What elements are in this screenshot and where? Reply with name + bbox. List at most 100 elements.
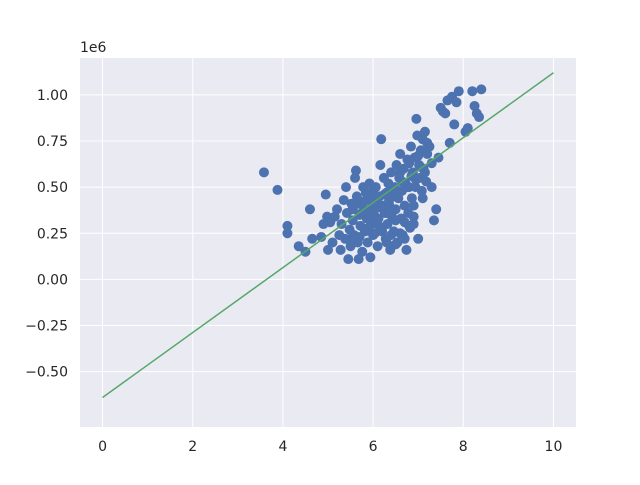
x-tick-label: 4 [278, 439, 287, 455]
scatter-point [343, 254, 354, 265]
scatter-point [382, 219, 393, 230]
scatter-point [353, 254, 364, 265]
scatter-point [341, 182, 352, 193]
grid [80, 58, 576, 427]
scatter-point [451, 97, 462, 108]
scatter-point [392, 187, 403, 198]
scatter-point [323, 244, 333, 255]
y-axis: −0.50 −0.25 0.00 0.25 0.50 0.75 1.00 [25, 88, 68, 381]
scatter-point [320, 189, 331, 200]
scatter-point [426, 182, 437, 193]
scatter-point [376, 134, 387, 145]
scatter-point [350, 172, 361, 183]
scatter-point [474, 112, 485, 123]
scatter-point [390, 239, 401, 250]
y-offset-label: 1e6 [80, 40, 107, 56]
scatter-point [408, 200, 419, 211]
x-tick-label: 8 [459, 439, 468, 455]
scatter-point [370, 193, 381, 204]
scatter-point [413, 233, 424, 244]
scatter-point [335, 244, 346, 255]
scatter-point [363, 222, 374, 233]
scatter-point [449, 119, 460, 130]
x-tick-label: 6 [369, 439, 378, 455]
scatter-point [374, 202, 385, 213]
scatter-point [401, 244, 412, 255]
y-tick-label: 0.00 [37, 272, 68, 288]
scatter-point [345, 233, 356, 244]
y-tick-label: 0.25 [37, 226, 68, 242]
scatter-point [377, 226, 388, 237]
x-axis: 0 2 4 6 8 10 [98, 439, 562, 455]
scatter-point [395, 167, 406, 178]
scatter-point [408, 211, 419, 222]
scatter-point [416, 185, 427, 196]
scatter-point [401, 182, 412, 193]
scatter-point [258, 167, 269, 178]
y-tick-label: 0.50 [37, 180, 68, 196]
scatter-point [361, 195, 372, 206]
scatter-point [347, 215, 358, 226]
scatter-point [381, 207, 392, 218]
scatter-point [372, 219, 383, 230]
scatter-point [356, 207, 367, 218]
scatter-point [357, 246, 368, 257]
scatter-point [381, 237, 392, 248]
scatter-point [282, 228, 293, 239]
scatter-point [444, 137, 455, 148]
x-tick-label: 0 [98, 439, 107, 455]
scatter-point [368, 230, 379, 241]
scatter-point [370, 182, 381, 193]
scatter-point [422, 137, 433, 148]
scatter-point [426, 158, 437, 169]
scatter-point [390, 215, 401, 226]
scatter-point [399, 233, 410, 244]
scatter-point [316, 231, 327, 242]
scatter-point [428, 215, 439, 226]
scatter-point [365, 206, 376, 217]
scatter-point [399, 200, 410, 211]
scatter-point [293, 241, 304, 252]
scatter-point [476, 84, 487, 95]
scatter-point [405, 141, 416, 152]
scatter-point [395, 148, 406, 159]
fit-line [102, 72, 554, 399]
scatter-point [338, 195, 349, 206]
scatter-point [282, 220, 293, 231]
scatter-point [431, 204, 442, 215]
scatter-point [419, 126, 430, 137]
scatter-point [433, 152, 444, 163]
scatter-point [399, 217, 410, 228]
scatter-point [462, 123, 473, 134]
y-tick-label: 0.75 [37, 134, 68, 150]
scatter-point [352, 198, 363, 209]
scatter-point [375, 160, 386, 171]
scatter-point [410, 174, 421, 185]
scatter-point [327, 237, 338, 248]
scatter-point [386, 167, 397, 178]
scatter-point [411, 113, 422, 124]
scatter-point [390, 204, 401, 215]
scatter-point [419, 167, 430, 178]
scatter-point [304, 204, 315, 215]
scatter-point [350, 165, 361, 176]
scatter-point [332, 204, 343, 215]
scatter-point [307, 233, 318, 244]
data-marks [102, 72, 554, 399]
scatter-point [453, 86, 464, 97]
scatter-point [386, 230, 397, 241]
scatter-point [372, 241, 383, 252]
y-tick-label: −0.50 [25, 365, 68, 381]
scatter-point [440, 108, 451, 119]
scatter-point [383, 196, 394, 207]
scatter-point [354, 231, 365, 242]
scatter-point [467, 86, 478, 97]
scatter-point [272, 184, 283, 195]
scatter-point [413, 150, 424, 161]
y-tick-label: −0.25 [25, 319, 68, 335]
x-tick-label: 10 [545, 439, 563, 455]
scatter-point [362, 237, 373, 248]
y-tick-label: 1.00 [37, 88, 68, 104]
